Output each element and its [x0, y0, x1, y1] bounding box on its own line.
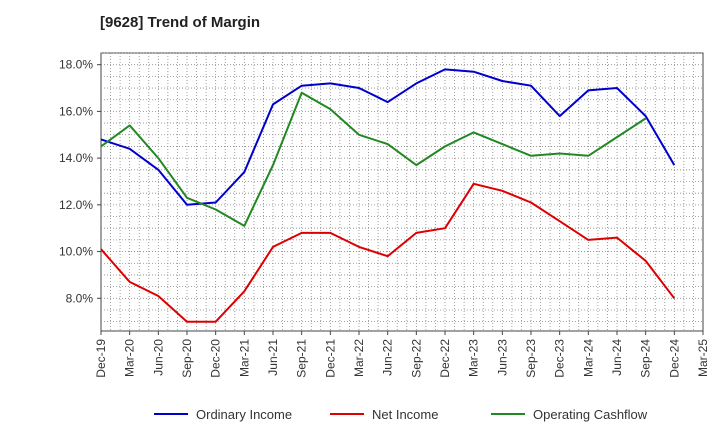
x-tick-label: Dec-21 [323, 339, 337, 378]
y-tick-label: 12.0% [59, 198, 93, 212]
legend-label: Net Income [372, 407, 438, 422]
x-tick-label: Mar-24 [581, 339, 595, 377]
x-tick-label: Dec-24 [667, 339, 681, 378]
x-tick-label: Jun-20 [151, 339, 165, 376]
x-tick-label: Mar-25 [696, 339, 710, 377]
x-tick-label: Mar-22 [352, 339, 366, 377]
legend-label: Operating Cashflow [533, 407, 648, 422]
x-tick-label: Dec-22 [438, 339, 452, 378]
x-tick-label: Sep-24 [639, 339, 653, 378]
x-tick-label: Mar-20 [123, 339, 137, 377]
x-tick-label: Sep-22 [409, 339, 423, 378]
chart-title: [9628] Trend of Margin [100, 14, 261, 31]
series-line-2 [100, 182, 676, 323]
series-line-3 [100, 91, 647, 227]
y-tick-label: 10.0% [59, 245, 93, 259]
x-tick-label: Sep-21 [295, 339, 309, 378]
x-tick-label: Jun-22 [381, 339, 395, 376]
x-tick-label: Mar-21 [237, 339, 251, 377]
y-tick-label: 8.0% [66, 291, 94, 305]
y-tick-label: 18.0% [59, 58, 93, 72]
y-tick-label: 14.0% [59, 151, 93, 165]
x-tick-label: Jun-21 [266, 339, 280, 376]
x-tick-label: Jun-23 [495, 339, 509, 376]
y-tick-label: 16.0% [59, 104, 93, 118]
x-tick-label: Dec-23 [553, 339, 567, 378]
plot-area [100, 52, 704, 332]
x-tick-label: Sep-23 [524, 339, 538, 378]
legend-label: Ordinary Income [196, 407, 292, 422]
x-tick-label: Dec-20 [209, 339, 223, 378]
x-tick-label: Jun-24 [610, 339, 624, 376]
x-tick-label: Mar-23 [467, 339, 481, 377]
x-tick-label: Sep-20 [180, 339, 194, 378]
series-line-1 [100, 68, 676, 206]
x-tick-label: Dec-19 [94, 339, 108, 378]
